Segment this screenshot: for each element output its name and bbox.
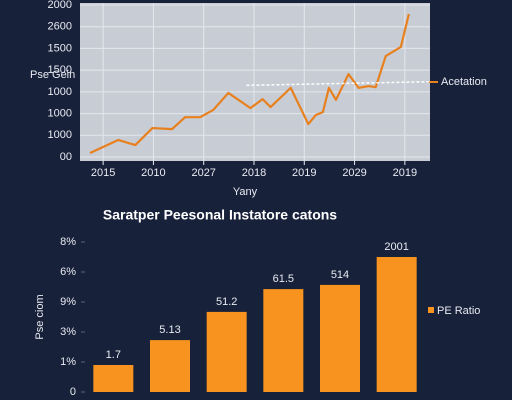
chart-title: Saratper Peesonal Instatore catons: [103, 207, 337, 223]
y-tick-label: 1000: [48, 129, 72, 141]
x-tick-label: 2018: [242, 167, 266, 179]
bar: [263, 289, 304, 392]
x-tick-label: 2015: [91, 167, 115, 179]
bar-text: 2001: [384, 241, 408, 253]
y-tick-label: 1500: [48, 64, 72, 76]
y-tick-label: 0: [70, 386, 76, 398]
bar-text: 514: [331, 269, 349, 281]
y-tick-label: 9%: [60, 296, 76, 308]
x-tick-label: 2029: [342, 167, 366, 179]
plot-area: [80, 3, 430, 161]
y-tick-label: 6%: [60, 266, 76, 278]
bar: [206, 311, 247, 392]
legend-label: PE Ratio: [437, 305, 480, 317]
y-tick-label: 1000: [48, 86, 72, 98]
x-tick-label: 2010: [141, 167, 165, 179]
y-tick-label: 1000: [48, 107, 72, 119]
y-tick-label: 2600: [48, 21, 72, 33]
y-tick-label: 1%: [60, 356, 76, 368]
x-axis-title: Yany: [233, 186, 258, 198]
bar: [320, 284, 360, 392]
y-tick-label: 1500: [48, 42, 72, 54]
legend-label: Acetation: [441, 76, 487, 88]
bar: [376, 257, 417, 392]
line-series: [246, 80, 431, 87]
y-axis-title: Pse ciom: [34, 294, 46, 339]
bar-text: 51.2: [216, 296, 237, 308]
y-tick-label: 8%: [60, 236, 76, 248]
x-tick-label: 2027: [191, 167, 215, 179]
bar-text: 61.5: [273, 273, 294, 285]
x-tick-label: 2019: [393, 167, 417, 179]
bar-text: 5.13: [159, 324, 180, 336]
y-tick-label: 00: [60, 151, 72, 163]
x-tick-label: 2019: [292, 167, 316, 179]
bar-text: 1.7: [106, 349, 121, 361]
legend-swatch: [428, 307, 434, 313]
y-tick-label: 3%: [60, 326, 76, 338]
y-axis-title: Pse Gein: [30, 69, 75, 81]
y-tick-label: 2000: [48, 0, 72, 11]
bar: [93, 365, 134, 392]
bar: [150, 340, 190, 392]
line-series: [89, 13, 410, 155]
